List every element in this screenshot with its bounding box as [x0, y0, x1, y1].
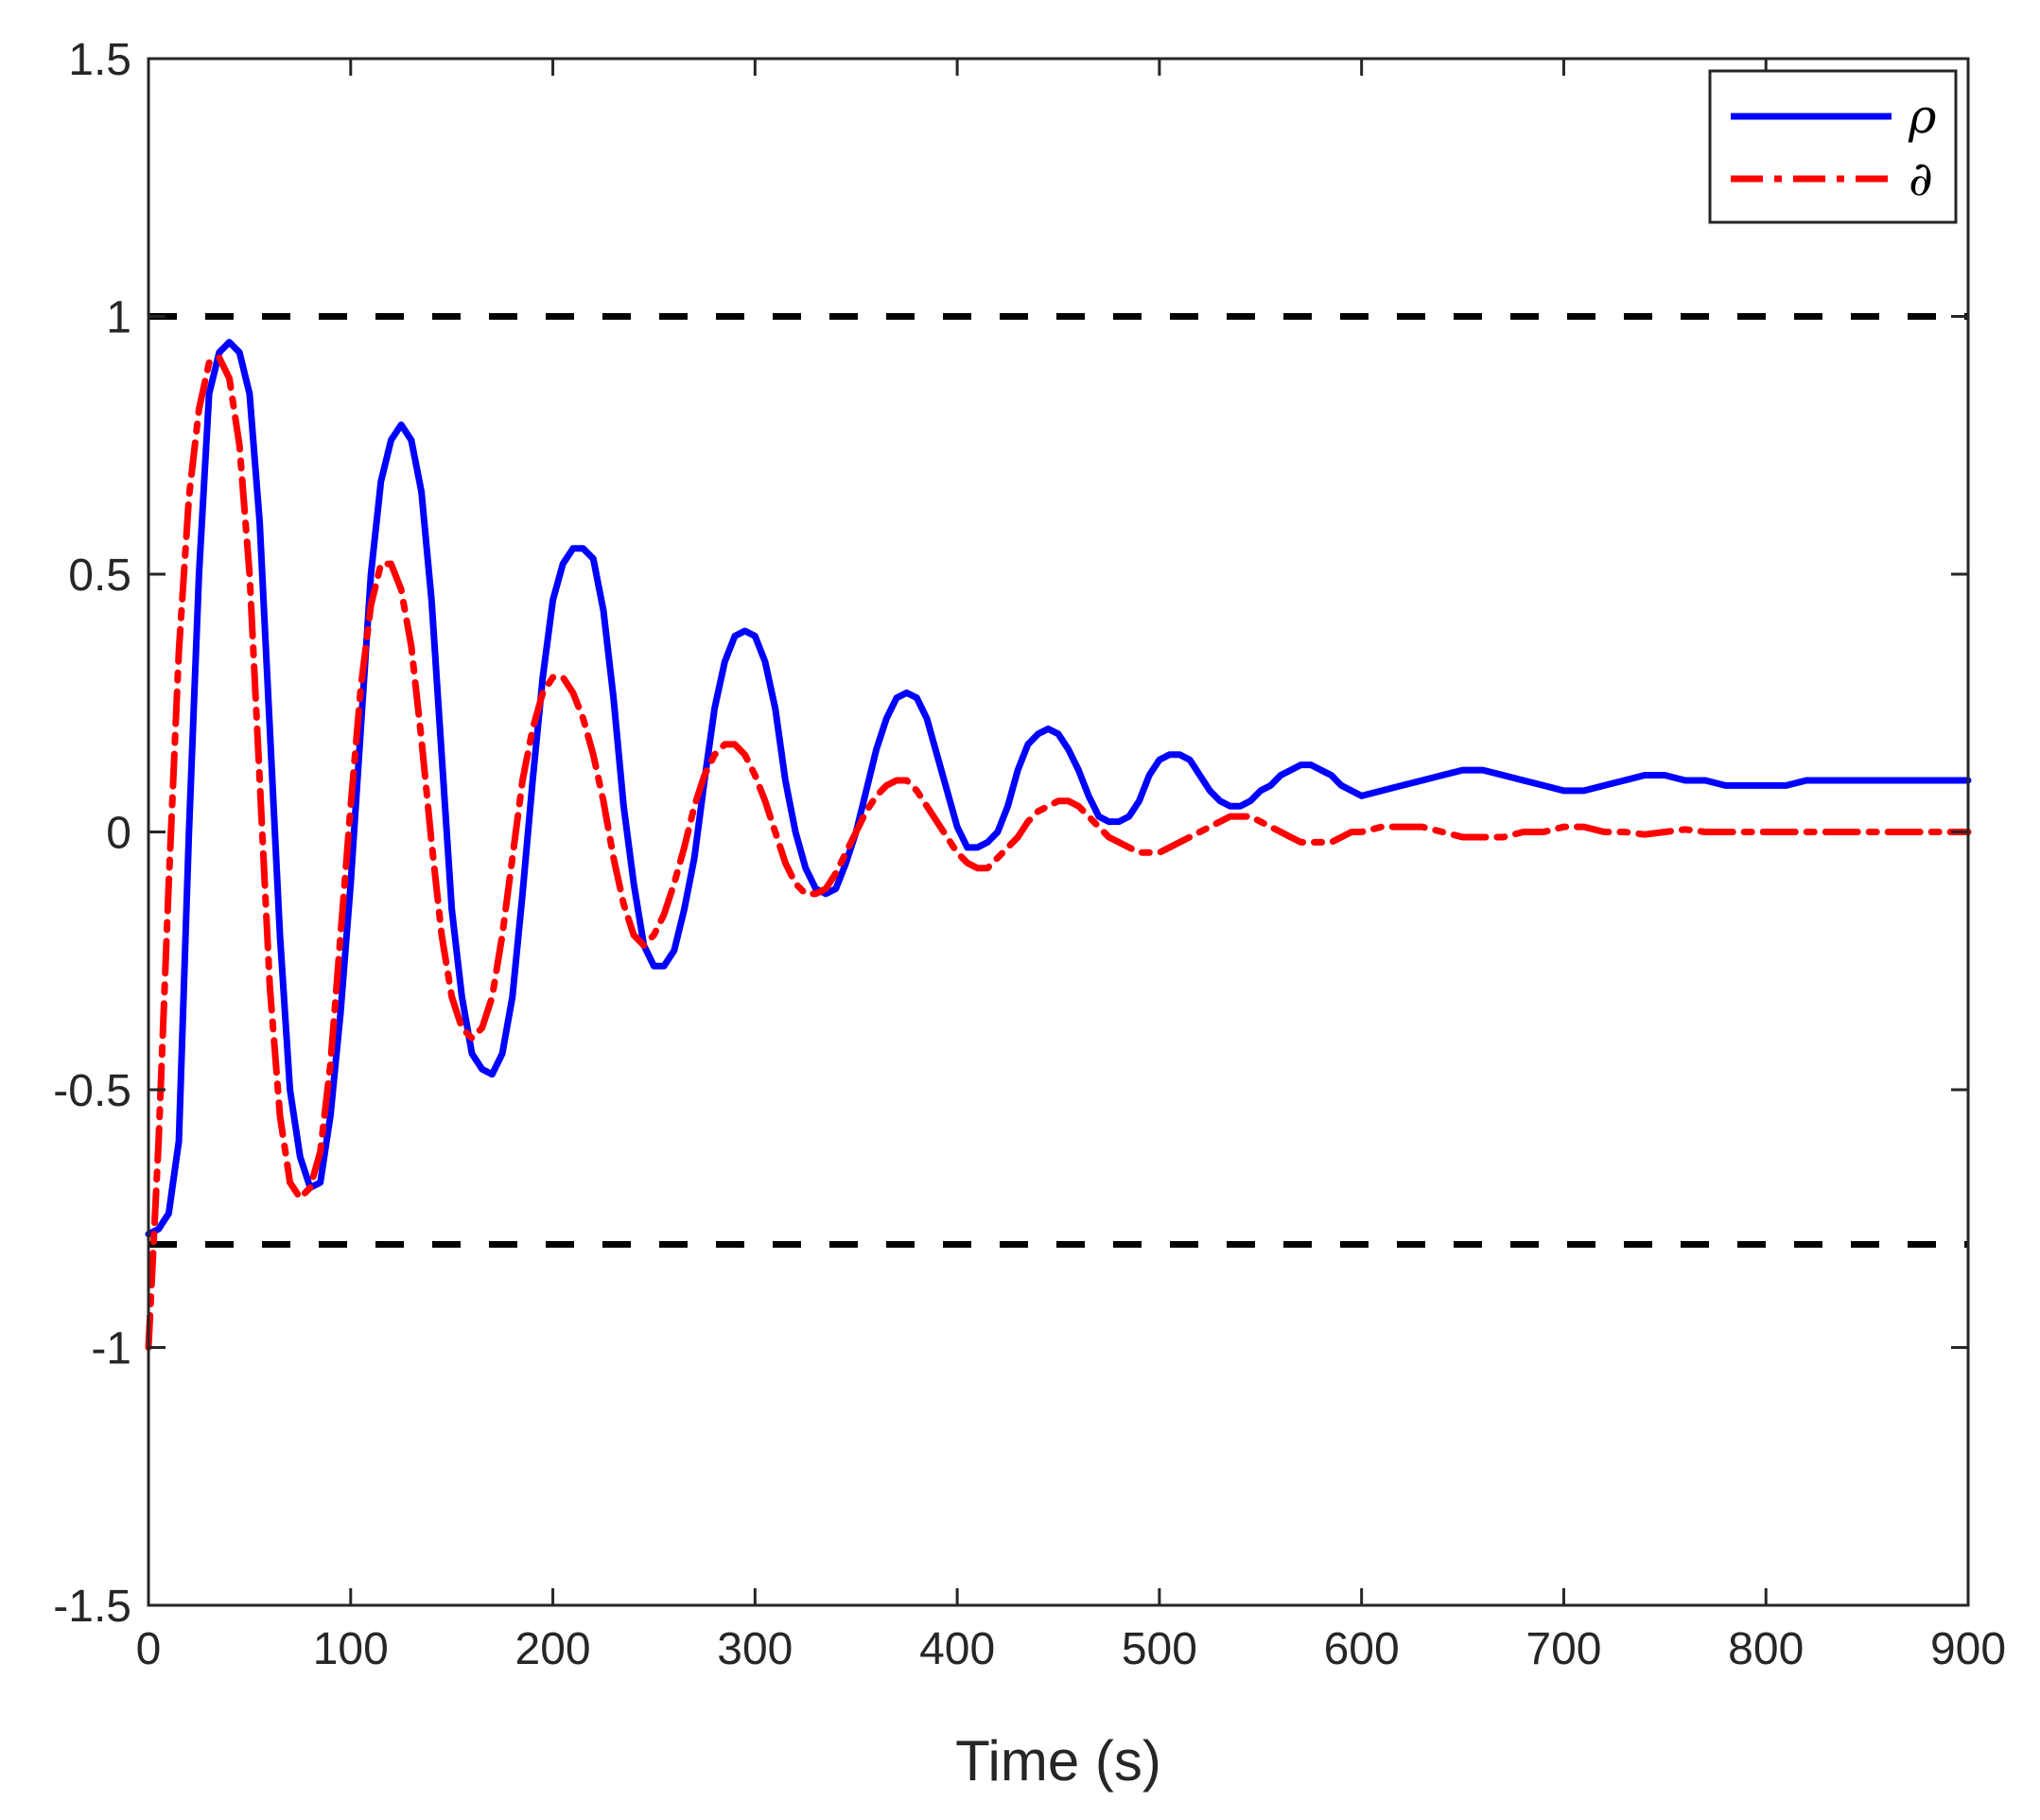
- x-tick-label: 200: [515, 1624, 591, 1674]
- series-line-1: [145, 354, 1972, 1351]
- x-tick-label: 600: [1324, 1624, 1400, 1674]
- series-lines: [145, 339, 1972, 1351]
- x-axis-title: Time (s): [955, 1729, 1161, 1793]
- legend-box: [1708, 69, 1958, 224]
- x-tick-label: 900: [1930, 1624, 2006, 1674]
- x-tick-label: 700: [1526, 1624, 1601, 1674]
- x-tick-label: 300: [717, 1624, 793, 1674]
- x-tick-label: 0: [136, 1624, 162, 1674]
- y-tick-label: 1.5: [68, 35, 131, 85]
- y-tick-label: 0: [106, 809, 131, 859]
- x-axis-tick-labels: 0 100 200 300 400 500 600 700 800 900: [136, 1624, 2006, 1674]
- legend-entry-0: ρ: [1908, 89, 1937, 144]
- x-axis-ticks: [147, 59, 1970, 1605]
- x-tick-label: 400: [919, 1624, 995, 1674]
- y-axis-ticks: [148, 57, 1968, 1607]
- x-tick-label: 100: [313, 1624, 389, 1674]
- reference-lines: [148, 313, 1968, 1248]
- legend[interactable]: ρ∂: [1708, 69, 1958, 224]
- x-tick-label: 800: [1728, 1624, 1804, 1674]
- y-axis-tick-labels: -1.5 -1 -0.5 0 0.5 1 1.5: [53, 35, 131, 1632]
- plot-area-frame: [147, 57, 1970, 1607]
- y-tick-label: -0.5: [53, 1066, 131, 1116]
- x-tick-label: 500: [1122, 1624, 1197, 1674]
- y-tick-label: 0.5: [68, 551, 131, 601]
- y-tick-label: 1: [106, 293, 131, 343]
- y-tick-label: -1.5: [53, 1582, 131, 1632]
- y-tick-label: -1: [91, 1324, 131, 1374]
- legend-entry-1: ∂: [1909, 151, 1933, 206]
- series-line-0: [145, 339, 1972, 1238]
